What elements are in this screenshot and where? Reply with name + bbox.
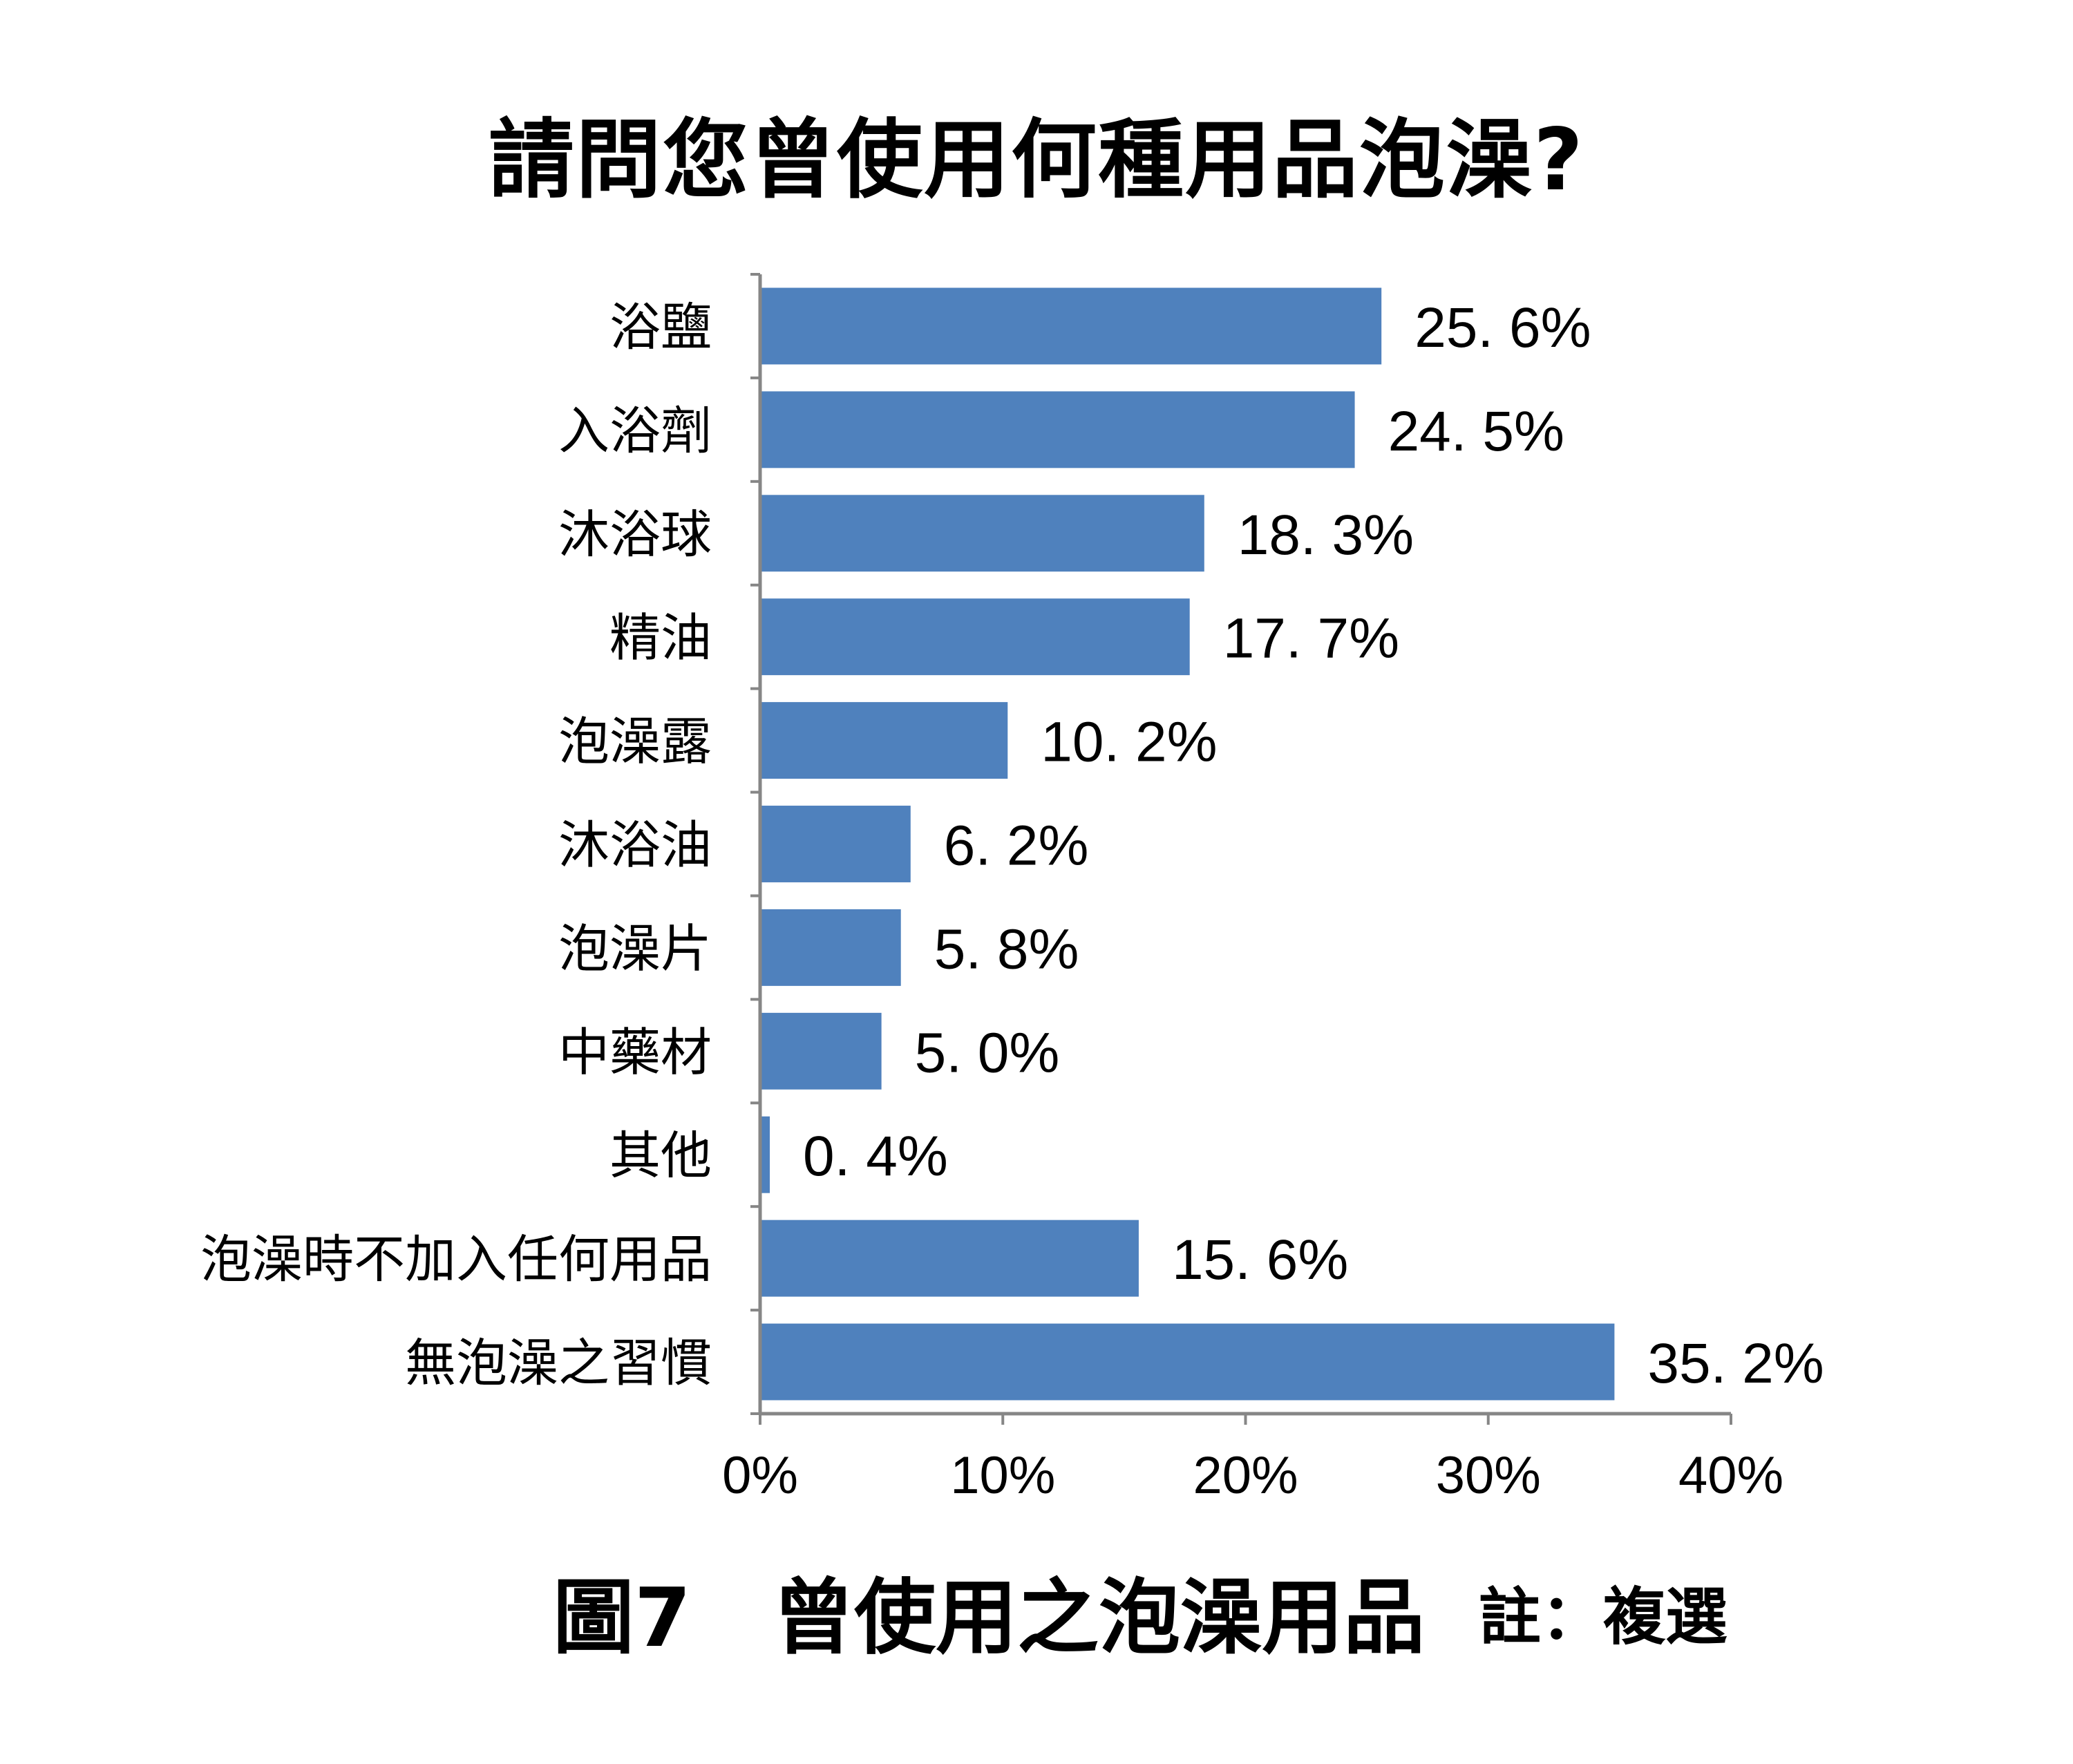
value-label: 0. 4% <box>803 1125 948 1188</box>
value-label: 10. 2% <box>1041 711 1217 774</box>
bar-6 <box>760 909 901 986</box>
bar-8 <box>760 1116 770 1193</box>
category-label: 其他 <box>609 1126 712 1186</box>
x-tick-label: 20% <box>1193 1446 1298 1505</box>
bar-7 <box>760 1012 882 1090</box>
bar-2 <box>760 495 1204 572</box>
figure-note: 註：複選 <box>1479 1581 1727 1653</box>
figure-caption-text: 圖7 曾使用之泡澡用品 <box>553 1570 1426 1665</box>
bar-0 <box>760 287 1382 365</box>
value-label: 5. 8% <box>934 918 1079 980</box>
value-label: 5. 0% <box>915 1021 1060 1084</box>
x-tick-label: 30% <box>1436 1446 1541 1505</box>
value-label: 24. 5% <box>1388 400 1564 463</box>
category-label: 泡澡時不加入任何用品 <box>200 1230 712 1289</box>
axis-layer <box>750 273 1732 1425</box>
x-tick-label: 0% <box>722 1446 798 1505</box>
bar-10 <box>760 1323 1615 1401</box>
category-label: 無泡澡之習慣 <box>405 1334 712 1393</box>
category-label: 精油 <box>609 609 712 668</box>
value-label: 25. 6% <box>1414 296 1591 359</box>
value-label: 6. 2% <box>944 815 1089 878</box>
x-tick-label: 10% <box>950 1446 1055 1505</box>
category-label: 浴鹽 <box>609 298 712 357</box>
category-label: 沐浴油 <box>558 816 712 875</box>
category-label: 中藥材 <box>558 1023 712 1082</box>
bars-layer <box>760 287 1615 1401</box>
bar-5 <box>760 806 911 882</box>
chart-title: 請問您曾使用何種用品泡澡? <box>489 111 1584 210</box>
category-label: 泡澡片 <box>558 919 712 978</box>
bar-9 <box>760 1220 1139 1297</box>
labels-layer: 浴鹽 25. 6% 入浴劑 24. 5% 沐浴球 18. 3% 精油 17. 7% 泡澡露 10.… <box>200 296 1824 1505</box>
x-tick-label: 40% <box>1678 1446 1783 1505</box>
bar-1 <box>760 391 1355 468</box>
figure-caption: 圖7 曾使用之泡澡用品 註：複選 <box>0 1551 2073 1665</box>
value-label: 18. 3% <box>1238 504 1414 567</box>
bar-4 <box>760 702 1008 779</box>
category-label: 沐浴球 <box>558 505 712 565</box>
value-label: 17. 7% <box>1223 607 1399 670</box>
value-label: 35. 2% <box>1647 1332 1824 1395</box>
bar-3 <box>760 598 1190 676</box>
category-label: 入浴劑 <box>558 401 712 461</box>
value-label: 15. 6% <box>1172 1229 1348 1291</box>
category-label: 泡澡露 <box>558 712 712 772</box>
